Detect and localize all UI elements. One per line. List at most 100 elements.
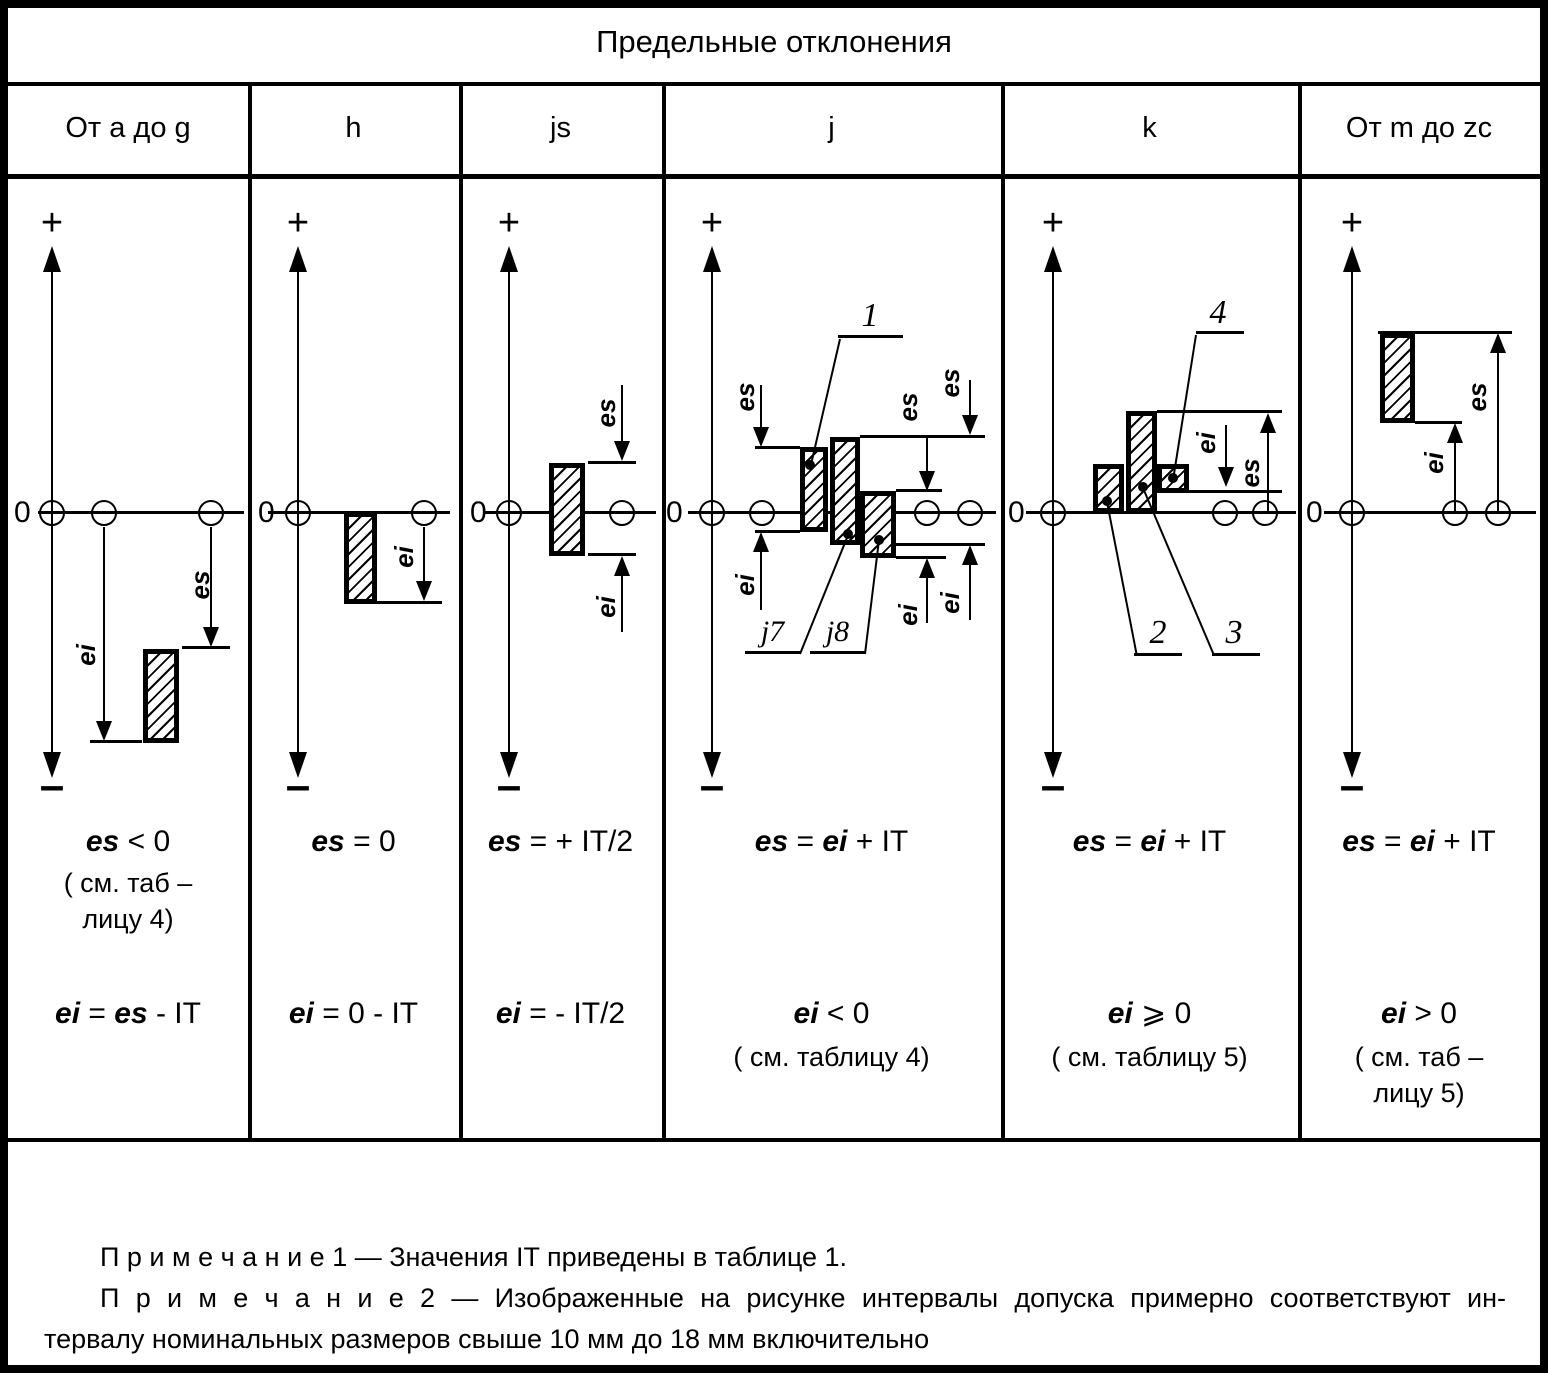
zero-label: 0 — [666, 496, 683, 529]
axis-up-arrow — [703, 246, 721, 272]
formula-ei-h: ei = 0 - IT — [248, 996, 459, 1032]
formula-ei-m-zc: ei > 0 — [1298, 996, 1540, 1032]
formula-text: = — [80, 997, 115, 1030]
axis-plus-label: + — [40, 202, 64, 244]
es-label: es — [1462, 382, 1492, 412]
tolerance-zone — [143, 649, 179, 743]
zero-line-circle — [1252, 500, 1278, 526]
axis-minus-label: – — [39, 761, 65, 810]
axis-down-arrow — [500, 752, 518, 778]
zero-line-circle — [749, 500, 775, 526]
formula-var: ei — [55, 997, 81, 1030]
callout-3-underline — [1212, 653, 1260, 656]
formula-text: = - IT/2 — [520, 997, 626, 1030]
ei-dimension-line — [760, 552, 762, 610]
es-arrow — [203, 627, 219, 647]
ei-reference-line — [1415, 421, 1462, 424]
ei-reference-line — [377, 601, 442, 604]
es-dimension-line — [1497, 353, 1499, 511]
axis-up-arrow — [1343, 246, 1361, 272]
callout-j8-label: j8 — [825, 615, 850, 648]
callout-1-underline — [838, 335, 903, 338]
zero-line-circle — [91, 500, 117, 526]
callout-j7-dot — [843, 529, 853, 539]
zero-line-circle — [914, 500, 940, 526]
column-header-h: h — [345, 112, 362, 144]
es-dimension-line — [969, 380, 971, 415]
tolerance-zone — [549, 463, 585, 556]
es-reference-line — [1157, 410, 1282, 413]
ei-label: ei — [730, 574, 760, 596]
ei-label: ei — [1419, 452, 1449, 474]
note-1: П р и м е ч а н и е 1 — Значения IT прив… — [100, 1242, 848, 1272]
es-dimension-line — [1267, 433, 1269, 511]
column-header-k: k — [1142, 112, 1157, 144]
formula-ei-a-g: ei = es - IT — [8, 996, 248, 1032]
formula-text: < 0 — [818, 997, 870, 1030]
zero-line — [1026, 511, 1296, 514]
ei-label: ei — [935, 592, 965, 614]
ei-label: ei — [591, 596, 621, 618]
ei-dimension-line — [969, 565, 971, 620]
callout-3-label: 3 — [1225, 614, 1243, 651]
axis-up-arrow — [43, 246, 61, 272]
tolerance-zone — [1380, 333, 1415, 423]
es-arrow — [919, 471, 935, 491]
formula-text: > 0 — [1406, 997, 1457, 1030]
callout-j8-underline — [810, 651, 865, 654]
ei-arrow — [962, 545, 978, 565]
es-dimension-line — [926, 437, 928, 471]
zero-line-circle — [39, 500, 65, 526]
ei-dimension-line — [926, 578, 928, 623]
ei-dimension-line — [103, 527, 105, 721]
formula-ei-k: ei ⩾ 0 — [1001, 996, 1298, 1032]
zero-line-circle — [1339, 500, 1365, 526]
es-arrow — [753, 427, 769, 447]
formula-text: + IT — [1165, 825, 1227, 858]
axis-minus-label: – — [1040, 761, 1066, 810]
formula-text: = 0 - IT — [313, 997, 419, 1030]
zero-label: 0 — [1306, 496, 1323, 529]
axis-plus-label: + — [1041, 202, 1065, 244]
formula-es-a-g: es < 0 — [8, 824, 248, 860]
ei-dimension-line — [423, 527, 425, 582]
zero-line-circle — [198, 500, 224, 526]
ei-label: ei — [71, 644, 101, 666]
es-label: es — [935, 368, 965, 398]
zero-label: 0 — [470, 496, 487, 529]
ei-reference-line — [588, 553, 636, 556]
ei-reference-line — [1189, 490, 1282, 493]
column-divider — [1298, 82, 1302, 1142]
es-dimension-line — [210, 527, 212, 627]
tolerance-zone-3 — [1126, 411, 1157, 513]
callout-j8-dot — [874, 535, 884, 545]
ei-dimension-line — [621, 576, 623, 632]
callout-j7-label: j7 — [760, 615, 785, 648]
ei-label: ei — [893, 604, 923, 626]
column-header-js: js — [550, 112, 571, 144]
es-arrow — [614, 441, 630, 461]
title-separator — [8, 82, 1540, 86]
ei-arrow — [96, 721, 112, 741]
callout-4-underline — [1196, 331, 1244, 334]
axis-minus-label: – — [496, 761, 522, 810]
table-bottom-line — [8, 1138, 1540, 1142]
es-label: es — [185, 570, 215, 600]
callout-4-dot — [1168, 473, 1178, 483]
axis-plus-label: + — [700, 202, 724, 244]
ei-label: ei — [1191, 432, 1221, 454]
formula-var: es — [1072, 825, 1107, 858]
formula-note-j: ( см. таблицу 4) — [733, 1042, 930, 1072]
ei-dimension-line — [1454, 443, 1456, 511]
formula-note-k: ( см. таблицу 5) — [1051, 1042, 1248, 1072]
ei-reference-line — [896, 543, 985, 546]
callout-3-dot — [1138, 482, 1148, 492]
zero-label: 0 — [1008, 496, 1025, 529]
formula-var: es — [487, 825, 522, 858]
formula-text: = — [1375, 825, 1410, 858]
ei-dimension-line — [1225, 425, 1227, 467]
axis-plus-label: + — [497, 202, 521, 244]
formula-note-a-g-line1: ( см. таб – — [63, 868, 193, 898]
ei-reference-line — [755, 530, 800, 533]
